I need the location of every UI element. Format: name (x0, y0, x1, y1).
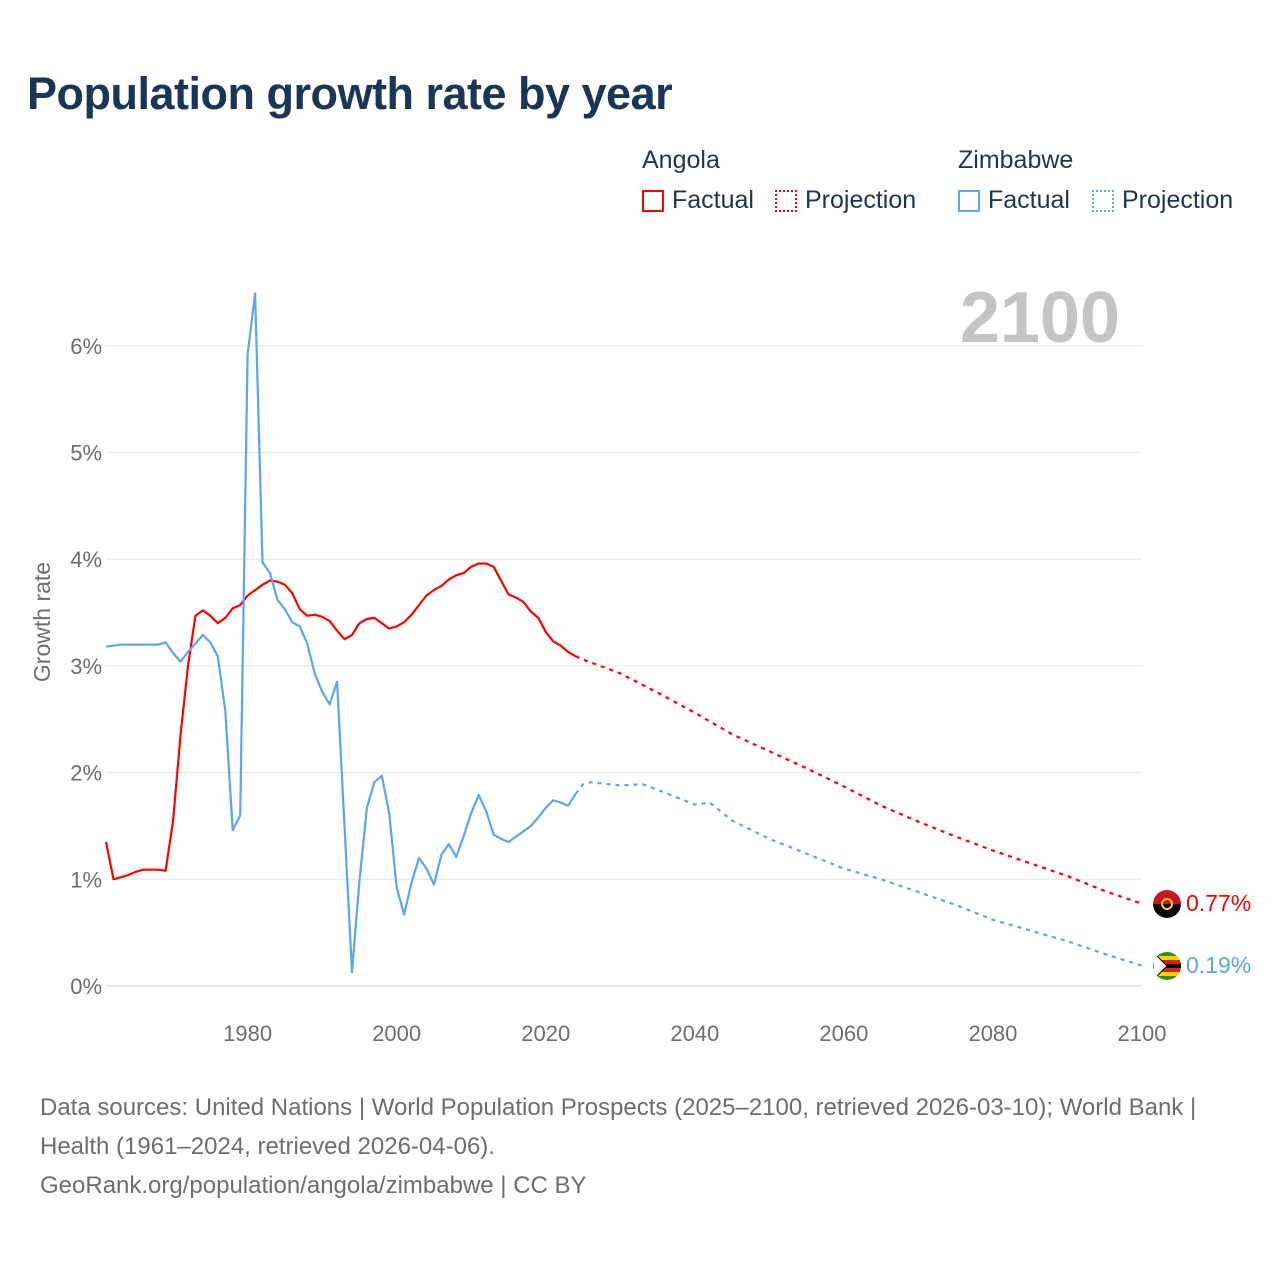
legend-label: Projection (805, 186, 917, 214)
legend-swatch-solid (958, 189, 980, 212)
chart-title: Population growth rate by year (27, 68, 673, 119)
legend-label: Factual (988, 186, 1070, 214)
x-tick-label: 2080 (968, 1021, 1017, 1046)
source-link[interactable]: GeoRank.org/population/angola/zimbabwe |… (40, 1172, 587, 1199)
angola-flag-icon (1153, 890, 1181, 918)
angola-projection-line (575, 655, 1143, 905)
y-tick-label: 5% (70, 441, 102, 466)
angola-factual-line (104, 562, 577, 881)
year-watermark: 2100 (960, 278, 1120, 358)
footer: Data sources: United Nations | World Pop… (40, 1088, 1240, 1205)
zimbabwe-end-label: 0.19% (1186, 952, 1251, 978)
x-tick-label: 2060 (819, 1021, 868, 1046)
y-tick-label: 6% (70, 334, 102, 359)
legend-angola-projection[interactable]: Projection (775, 186, 916, 215)
legend-zimbabwe-projection[interactable]: Projection (1092, 186, 1233, 215)
legend-swatch-dotted (775, 189, 797, 212)
x-tick-label: 2100 (1118, 1021, 1167, 1046)
x-tick-label: 1980 (223, 1021, 272, 1046)
zimbabwe-flag-icon (1153, 952, 1181, 980)
y-tick-label: 1% (70, 867, 102, 892)
x-tick-label: 2000 (372, 1021, 421, 1046)
legend-angola-factual[interactable]: Factual (642, 186, 754, 215)
legend-zimbabwe-factual[interactable]: Factual (958, 186, 1070, 215)
y-tick-label: 0% (70, 974, 102, 999)
legend-label: Factual (672, 186, 754, 214)
y-tick-label: 4% (70, 547, 102, 572)
angola-end-label: 0.77% (1186, 890, 1251, 916)
legend-label: Projection (1122, 186, 1234, 214)
legend-group-zimbabwe: Zimbabwe (958, 146, 1074, 174)
zimbabwe-factual-line (105, 292, 577, 974)
legend-swatch-dotted (1092, 189, 1114, 212)
legend-swatch-solid (642, 189, 664, 212)
data-sources: Data sources: United Nations | World Pop… (40, 1094, 1197, 1160)
y-tick-label: 2% (70, 761, 102, 786)
legend-group-angola: Angola (642, 146, 720, 174)
y-tick-label: 3% (70, 654, 102, 679)
x-tick-label: 2020 (521, 1021, 570, 1046)
y-axis-label: Growth rate (29, 562, 55, 682)
zimbabwe-projection-line (574, 781, 1143, 967)
x-tick-label: 2040 (670, 1021, 719, 1046)
